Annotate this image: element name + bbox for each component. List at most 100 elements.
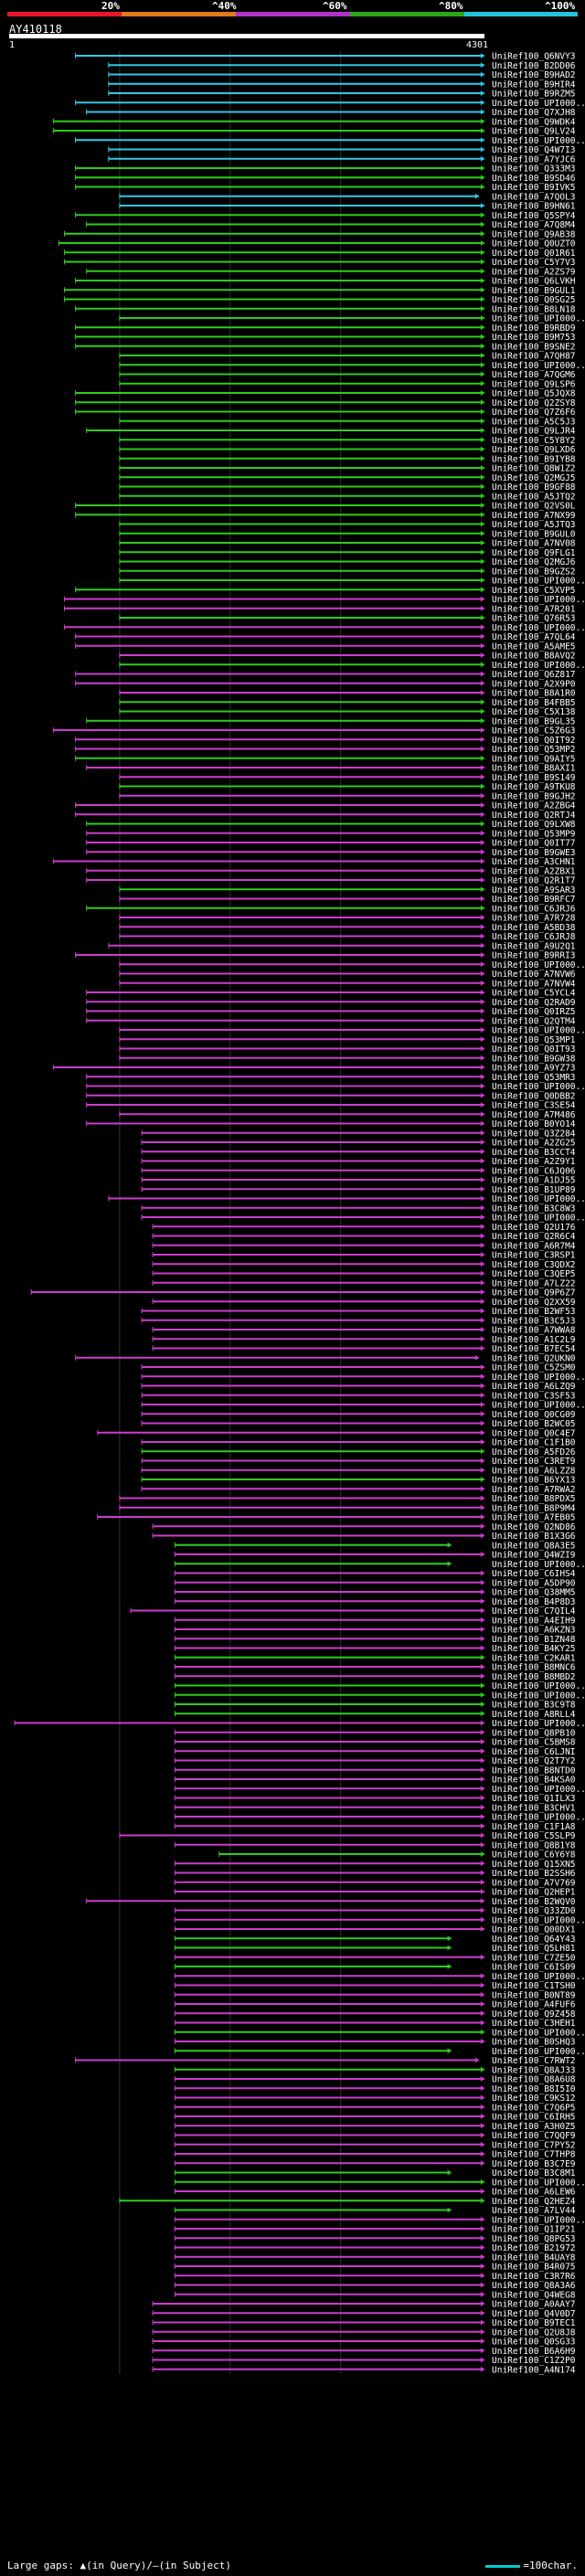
hit-label: UniRef100_UPI000...: [492, 577, 585, 587]
hit-end-arrow: [480, 362, 484, 368]
hit-label: UniRef100_B4R075: [492, 2263, 576, 2273]
hit-label: UniRef100_B3C7E9: [492, 2159, 576, 2169]
hit-end-arrow: [480, 1776, 484, 1782]
scale-swatch: [485, 2564, 521, 2568]
hit-row: UniRef100_UPI000...: [108, 1194, 585, 1204]
hit-row: UniRef100_UPI000...: [63, 623, 585, 633]
hit-label: UniRef100_UPI000...: [492, 623, 585, 633]
legend-label-20: 20%: [101, 0, 120, 12]
footer: Large gaps: ▲(in Query)/–(in Subject) =1…: [7, 2560, 578, 2571]
hit-label: UniRef100_B8MBD2: [492, 1672, 576, 1682]
hit-row: UniRef100_A7LZ22: [152, 1278, 576, 1288]
hit-end-arrow: [480, 1458, 484, 1464]
hit-row: UniRef100_C7QQF9: [174, 2131, 576, 2141]
hit-label: UniRef100_B9TEC1: [492, 2318, 576, 2328]
hit-row: UniRef100_B8P9M4: [119, 1503, 576, 1513]
hit-end-arrow: [480, 783, 484, 790]
hit-end-arrow: [480, 1045, 484, 1052]
hit-end-arrow: [480, 2085, 484, 2092]
hit-label: UniRef100_Q00DX1: [492, 1925, 576, 1935]
hit-row: UniRef100_A7WWA8: [152, 1326, 576, 1336]
hit-row: UniRef100_A5FD26: [141, 1447, 576, 1458]
hit-label: UniRef100_Q33ZD0: [492, 1906, 576, 1916]
hit-label: UniRef100_B9HN61: [492, 202, 576, 212]
hit-end-arrow: [480, 1111, 484, 1118]
hit-row: UniRef100_Q6NVY3: [75, 52, 576, 62]
hit-label: UniRef100_Q0IT93: [492, 1044, 576, 1055]
hit-end-arrow: [480, 821, 484, 827]
hit-row: UniRef100_Q333M3: [75, 164, 576, 175]
hit-end-arrow: [480, 268, 484, 274]
hit-label: UniRef100_B3C8M1: [492, 2168, 576, 2178]
hit-label: UniRef100_Q3Z284: [492, 1129, 576, 1139]
hit-end-arrow: [480, 1140, 484, 1145]
hit-row: UniRef100_A6LZZ8: [141, 1466, 576, 1476]
hit-label: UniRef100_C3SF53: [492, 1391, 576, 1401]
hit-label: UniRef100_B2WQV0: [492, 1897, 576, 1907]
hit-end-arrow: [480, 2114, 484, 2119]
hit-row: UniRef100_B3C8M1: [174, 2168, 576, 2178]
hit-row: UniRef100_B9RFC7: [119, 895, 576, 905]
hit-row: UniRef100_A9TKU8: [119, 782, 576, 792]
hit-label: UniRef100_A5FD26: [492, 1447, 576, 1458]
hit-label: UniRef100_B8LN18: [492, 304, 576, 314]
hit-label: UniRef100_B9SD46: [492, 174, 576, 184]
hit-label: UniRef100_Q2RAD9: [492, 998, 576, 1008]
hit-label: UniRef100_C3RSP1: [492, 1251, 576, 1261]
hit-end-arrow: [480, 830, 484, 836]
hit-end-arrow: [480, 1289, 484, 1295]
hit-end-arrow: [480, 2076, 484, 2082]
hit-row: UniRef100_Q4WEG8: [174, 2290, 576, 2300]
hit-label: UniRef100_B9GUL0: [492, 529, 576, 539]
hit-end-arrow: [480, 2019, 484, 2026]
hit-end-arrow: [480, 1645, 484, 1651]
hit-row: UniRef100_UPI000...: [119, 577, 585, 587]
hit-label: UniRef100_UPI000...: [492, 1813, 585, 1823]
hit-label: UniRef100_B4KY25: [492, 1644, 576, 1654]
hit-end-arrow: [480, 1570, 484, 1576]
hit-row: UniRef100_A6LZQ9: [141, 1382, 576, 1392]
hit-end-arrow: [480, 2104, 484, 2110]
hit-label: UniRef100_B8A1R0: [492, 689, 576, 699]
hit-label: UniRef100_A7LZ22: [492, 1278, 576, 1288]
hit-label: UniRef100_B4FBB5: [492, 698, 576, 708]
hit-label: UniRef100_A7QH87: [492, 352, 576, 362]
hit-end-arrow: [480, 1673, 484, 1680]
hit-end-arrow: [480, 1411, 484, 1417]
hit-end-arrow: [480, 970, 484, 977]
hit-row: UniRef100_B9GL35: [86, 716, 576, 726]
hit-label: UniRef100_Q2QTM4: [492, 1016, 576, 1026]
hit-row: UniRef100_Q2MGJ6: [119, 557, 576, 567]
hit-row: UniRef100_Q53MP9: [86, 829, 576, 839]
hit-label: UniRef100_A7QOL3: [492, 192, 576, 202]
hit-end-arrow: [480, 708, 484, 715]
hit-row: UniRef100_Q8AJ33: [174, 2065, 576, 2075]
hit-label: UniRef100_UPI000...: [492, 99, 585, 109]
hit-end-arrow: [480, 1841, 484, 1848]
hit-end-arrow: [480, 1083, 484, 1089]
hit-label: UniRef100_A5BD38: [492, 923, 576, 933]
hit-row: UniRef100_UPI000...: [86, 1082, 585, 1092]
hit-label: UniRef100_C6Y6Y8: [492, 1850, 576, 1860]
hit-label: UniRef100_Q64Y43: [492, 1935, 576, 1945]
hit-row: UniRef100_B4KSA0: [174, 1776, 576, 1786]
hit-end-arrow: [480, 1636, 484, 1642]
hit-row: UniRef100_Q2U8J8: [152, 2327, 576, 2337]
hit-label: UniRef100_A5JTQ3: [492, 520, 576, 530]
hit-label: UniRef100_A7M486: [492, 1110, 576, 1120]
hit-end-arrow: [480, 1402, 484, 1407]
hit-label: UniRef100_A7Q8M4: [492, 220, 576, 230]
hit-row: UniRef100_Q64Y43: [174, 1935, 576, 1945]
hit-row: UniRef100_A5JTQ3: [119, 520, 576, 530]
hit-row: UniRef100_A7R201: [63, 604, 576, 614]
hit-label: UniRef100_Q8W1Z2: [492, 464, 576, 474]
hit-row: UniRef100_UPI000...: [119, 361, 585, 371]
hit-row: UniRef100_UPI000...: [119, 661, 585, 671]
hit-label: UniRef100_A2Z9Y1: [492, 1157, 576, 1167]
hit-end-arrow: [480, 1795, 484, 1801]
hit-label: UniRef100_A6LZQ9: [492, 1382, 576, 1392]
hit-label: UniRef100_Q9AIY5: [492, 754, 576, 764]
hit-row: UniRef100_A2ZBG4: [75, 801, 576, 811]
hit-row: UniRef100_Q2R6C4: [152, 1232, 576, 1242]
hit-row: UniRef100_Q9AB38: [63, 229, 576, 239]
